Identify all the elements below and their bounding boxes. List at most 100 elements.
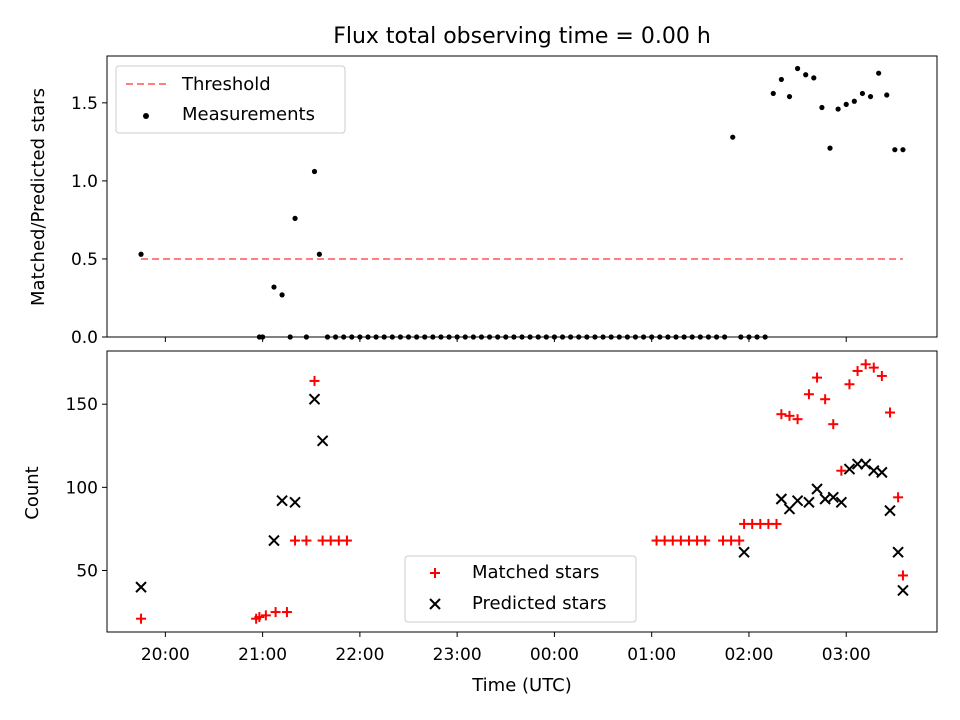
- bottom-legend-frame: [404, 555, 637, 623]
- matched-point: [876, 370, 887, 381]
- matched-point: [852, 365, 863, 376]
- predicted-point: [859, 458, 872, 470]
- matched-point: [812, 372, 823, 383]
- cross-arm-b: [843, 463, 856, 475]
- measurement-point: [851, 98, 857, 104]
- cross-arm-b: [316, 435, 329, 447]
- measurement-point: [584, 334, 590, 340]
- measurement-point: [535, 334, 541, 340]
- measurement-point: [722, 334, 728, 340]
- cross-arm-b: [738, 546, 750, 558]
- measurement-point: [884, 92, 890, 98]
- matched-point: [776, 409, 787, 420]
- measurement-point: [568, 334, 574, 340]
- bottom-ylabel: Count: [22, 466, 43, 519]
- measurement-point: [311, 168, 318, 175]
- measurement-point: [665, 334, 671, 340]
- measurements-legend-swatch: [143, 113, 149, 119]
- matched-point: [700, 535, 711, 546]
- predicted-legend-swatch: [429, 598, 441, 610]
- measurement-point: [287, 334, 293, 340]
- matched-point: [771, 518, 782, 529]
- top-ytick-label: 0.0: [71, 328, 98, 348]
- cross-arm-b: [135, 581, 147, 593]
- predicted-point: [791, 494, 804, 507]
- measurement-point: [503, 334, 509, 340]
- measurement-point: [738, 334, 744, 340]
- top-ytick-label: 1.0: [71, 172, 98, 192]
- measurement-point: [138, 251, 144, 257]
- top-ytick-label: 1.5: [71, 94, 98, 114]
- matched-point: [254, 612, 265, 623]
- measurement-point: [543, 334, 549, 340]
- predicted-point: [843, 463, 856, 475]
- measurement-point: [341, 334, 347, 340]
- cross-arm-b: [819, 493, 831, 505]
- matched-point: [820, 394, 831, 405]
- predicted-point: [835, 496, 848, 509]
- measurement-point: [649, 334, 655, 340]
- top-chart-title: Flux total observing time = 0.00 h: [333, 24, 711, 49]
- measurement-point: [478, 334, 485, 340]
- matched-point: [309, 375, 320, 386]
- bottom-xtick-label: 22:00: [335, 645, 384, 665]
- bottom-legend: Matched stars Predicted stars: [404, 555, 637, 623]
- predicted-point: [876, 466, 888, 479]
- measurement-point: [470, 334, 476, 340]
- measurement-point: [349, 334, 355, 340]
- measurement-point: [681, 334, 687, 340]
- top-ytick-label: 0.5: [71, 250, 98, 270]
- matched-point: [844, 379, 855, 390]
- measurement-point: [640, 334, 647, 340]
- matched-point: [270, 607, 281, 618]
- measurement-point: [576, 334, 582, 340]
- bottom-xtick-label: 23:00: [433, 645, 482, 665]
- measurement-point: [762, 334, 768, 340]
- measurement-point: [778, 76, 784, 83]
- predicted-point: [289, 496, 301, 509]
- measurement-point: [527, 334, 533, 340]
- measurement-point: [786, 93, 793, 100]
- bottom-ytick-label: 50: [76, 561, 98, 581]
- bottom-xtick-label: 20:00: [141, 645, 190, 665]
- predicted-point: [897, 584, 909, 597]
- measurement-point: [867, 93, 874, 100]
- cross-arm-b: [897, 584, 909, 597]
- bottom-ytick-label: 100: [66, 478, 98, 498]
- matched-point: [734, 535, 745, 546]
- measurements-legend-label: Measurements: [182, 104, 315, 125]
- measurement-point: [454, 334, 460, 340]
- measurement-point: [616, 334, 622, 340]
- cross-arm-b: [289, 496, 301, 509]
- cross-arm-b: [775, 493, 788, 505]
- measurement-point: [876, 70, 882, 76]
- predicted-point: [884, 504, 896, 517]
- measurement-point: [673, 334, 679, 340]
- measurement-point: [859, 90, 866, 97]
- matched-point: [828, 419, 839, 430]
- measurement-point: [414, 334, 420, 340]
- bottom-xtick-label: 02:00: [724, 645, 773, 665]
- matched-point: [301, 535, 312, 546]
- measurement-point: [803, 72, 809, 78]
- measurement-point: [592, 334, 598, 340]
- matched-point: [290, 535, 301, 546]
- cross-arm-b: [851, 458, 864, 470]
- predicted-legend-marker: [429, 598, 441, 610]
- measurement-point: [551, 334, 558, 340]
- measurement-point: [811, 75, 817, 81]
- predicted-point: [738, 546, 750, 558]
- measurement-point: [819, 104, 825, 111]
- matched-point: [860, 359, 871, 370]
- predicted-point: [268, 534, 280, 547]
- measurement-point: [397, 334, 404, 340]
- predicted-point: [775, 493, 788, 505]
- predicted-point: [135, 581, 147, 593]
- measurement-point: [892, 147, 898, 153]
- matched-point: [341, 535, 352, 546]
- matched-legend-marker: [430, 568, 440, 578]
- measurement-point: [608, 334, 614, 340]
- top-legend-frame: [115, 65, 346, 134]
- cross-arm-b: [429, 598, 441, 610]
